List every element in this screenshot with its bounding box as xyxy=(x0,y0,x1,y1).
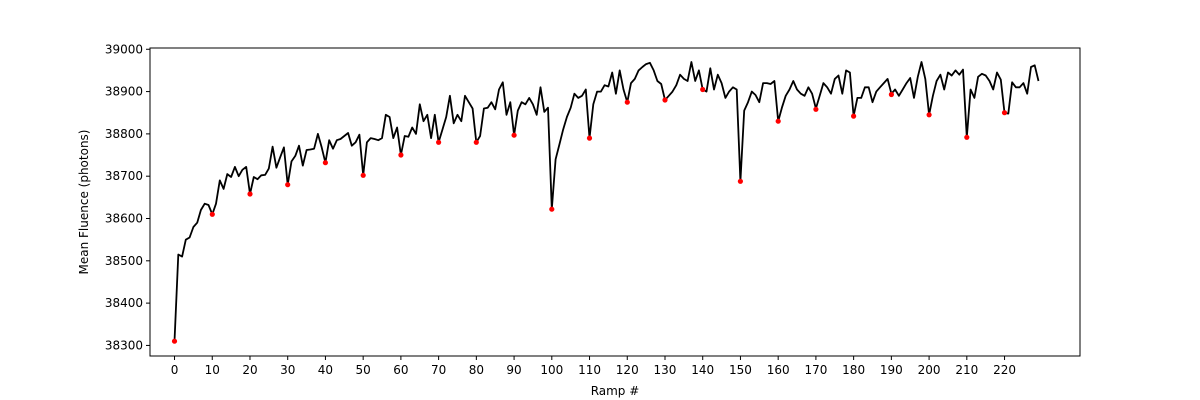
series-point xyxy=(624,99,630,105)
x-axis: 0 10 20 30 40 50 60 70 80 90 100 110 120 130 140 150 160… xyxy=(171,356,1016,377)
x-axis-label: Ramp # xyxy=(591,384,640,398)
y-tick-label: 38800 xyxy=(105,127,143,141)
x-tick-label: 20 xyxy=(242,363,257,377)
series-point xyxy=(700,86,706,93)
series-point xyxy=(851,113,857,119)
x-tick-label: 130 xyxy=(654,363,677,377)
series-point xyxy=(511,132,517,138)
x-tick-label: 90 xyxy=(506,363,521,377)
y-tick-label: 38400 xyxy=(105,296,143,310)
x-tick-label: 220 xyxy=(993,363,1016,377)
x-tick-label: 0 xyxy=(171,363,179,377)
x-tick-label: 40 xyxy=(318,363,333,377)
x-tick-label: 160 xyxy=(767,363,790,377)
y-tick-label: 38500 xyxy=(105,254,143,268)
plot-frame xyxy=(149,47,1081,357)
series-point xyxy=(473,139,479,145)
series-point xyxy=(398,152,404,158)
x-tick-label: 80 xyxy=(469,363,484,377)
x-tick-label: 30 xyxy=(280,363,295,377)
x-tick-label: 170 xyxy=(804,363,827,377)
x-tick-label: 190 xyxy=(880,363,903,377)
series-point xyxy=(549,206,555,212)
series-point xyxy=(285,182,291,188)
y-tick-label: 38600 xyxy=(105,212,143,226)
series-point xyxy=(964,134,970,140)
series-point xyxy=(586,135,593,141)
series-point xyxy=(775,118,781,124)
y-axis: 38300 38400 38500 38600 38700 38800 38900 39000 xyxy=(105,42,150,352)
x-tick-label: 210 xyxy=(955,363,978,377)
series-point xyxy=(737,178,744,184)
x-tick-label: 150 xyxy=(729,363,752,377)
x-tick-label: 120 xyxy=(616,363,639,377)
y-tick-label: 38300 xyxy=(105,338,143,352)
series-point xyxy=(662,97,668,103)
series-point xyxy=(360,172,366,178)
series-point xyxy=(888,91,895,98)
series-point xyxy=(322,160,328,166)
series-line xyxy=(173,61,1040,342)
y-tick-label: 38900 xyxy=(105,85,143,99)
series-point xyxy=(436,139,442,145)
x-tick-label: 180 xyxy=(842,363,865,377)
x-tick-label: 50 xyxy=(356,363,371,377)
series-point xyxy=(1001,110,1008,116)
series-point xyxy=(247,191,253,197)
x-tick-label: 140 xyxy=(691,363,714,377)
x-tick-label: 200 xyxy=(918,363,941,377)
y-axis-label: Mean Fluence (photons) xyxy=(77,130,91,275)
x-tick-label: 60 xyxy=(393,363,408,377)
y-tick-label: 38700 xyxy=(105,169,143,183)
x-tick-label: 100 xyxy=(540,363,563,377)
series-point xyxy=(209,211,215,217)
series-point xyxy=(813,106,819,112)
plot-area xyxy=(171,61,1040,344)
x-tick-label: 10 xyxy=(205,363,220,377)
x-tick-label: 110 xyxy=(578,363,601,377)
series-point xyxy=(171,338,178,344)
x-tick-label: 70 xyxy=(431,363,446,377)
y-tick-label: 39000 xyxy=(105,42,143,56)
series-point xyxy=(926,112,932,118)
